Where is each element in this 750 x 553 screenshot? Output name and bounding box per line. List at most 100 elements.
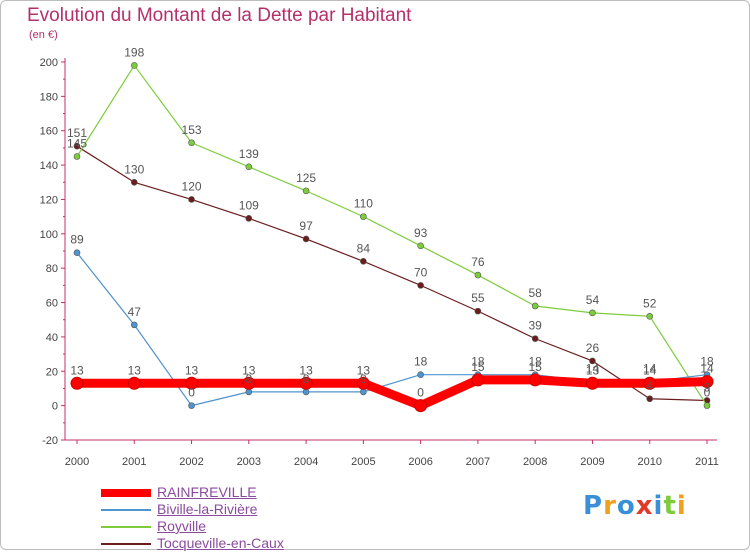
data-point [242,376,256,390]
x-tick-label: 2007 [466,456,490,468]
series-line [72,375,712,411]
logo-letter: P [583,491,604,521]
data-label: 8 [360,372,367,386]
data-point [188,139,195,147]
x-tick-label: 2011 [695,456,719,468]
data-label: 13 [185,363,199,377]
data-label: 52 [643,296,657,310]
data-point [589,357,596,365]
data-point [130,321,138,329]
series-line [76,64,708,407]
data-point [360,213,367,220]
data-label: 13 [128,363,142,377]
data-label: 54 [586,293,600,307]
data-point [245,163,253,171]
legend-label: Biville-la-Rivière [157,501,258,517]
data-point [417,242,424,250]
data-label: 13 [586,363,600,377]
data-point [643,376,657,390]
proxiti-logo: Proxiti [583,491,687,521]
x-tick-label: 2008 [523,456,547,468]
data-point [528,373,542,387]
legend-swatch [101,509,151,511]
data-label: 8 [245,372,252,386]
x-tick-label: 2002 [179,456,203,468]
data-label: 84 [357,241,371,255]
data-label: 139 [239,147,259,161]
data-label: 120 [182,179,202,193]
data-point [73,249,81,257]
y-tick-label: 60 [46,298,58,310]
data-label: 55 [471,291,485,305]
data-label: 4 [646,379,653,393]
data-label: 26 [586,341,600,355]
data-label: 110 [354,197,373,211]
data-point [299,376,313,390]
legend-swatch [101,526,151,528]
data-label: 14 [586,362,600,376]
y-tick-label: 20 [46,366,58,378]
data-point [130,62,138,69]
data-label: 14 [643,363,657,377]
y-tick-label: 200 [40,57,58,69]
data-label: 0 [188,386,195,400]
data-point [585,376,599,390]
data-label: 97 [299,219,313,233]
y-tick-label: -20 [42,435,58,447]
x-tick-label: 2000 [65,456,89,468]
data-point [646,395,654,403]
data-point [589,309,596,317]
data-point [302,235,310,243]
y-tick-label: 100 [40,229,58,241]
chart-unit-label: (en €) [29,29,58,41]
data-point [414,399,428,413]
x-tick-label: 2004 [294,456,318,468]
data-point [302,187,310,195]
data-point [127,376,141,390]
data-point [471,373,485,387]
x-tick-label: 2003 [237,456,261,468]
data-label: 109 [239,198,259,212]
data-point [73,142,81,150]
data-label: 3 [704,380,711,394]
data-label: 89 [70,233,84,247]
y-tick-label: 140 [40,160,58,172]
data-label: 14 [700,362,714,376]
legend-label: Tocqueville-en-Caux [157,535,284,551]
data-point [531,302,539,310]
legend-swatch [101,543,151,545]
logo-letter: x [635,491,654,521]
data-label: 153 [182,123,202,137]
data-point [360,258,367,265]
data-point [188,402,195,409]
x-tick-label: 2001 [122,456,146,468]
x-tick-label: 2010 [637,456,661,468]
data-label: 13 [70,363,84,377]
logo-letter: i [676,491,687,521]
data-label: 18 [414,355,428,369]
y-tick-label: 40 [46,332,58,344]
data-point [417,371,424,379]
data-point [70,376,84,390]
data-label: 18 [529,355,543,369]
data-point [531,335,539,342]
data-label: 13 [299,363,313,377]
data-point [474,271,482,279]
data-label: 151 [67,126,87,140]
data-point [474,307,482,315]
x-tick-label: 2006 [408,456,432,468]
data-point [245,215,253,222]
data-label: 198 [124,45,144,59]
data-label: 93 [414,226,428,240]
logo-letter: r [603,491,617,521]
logo-letter: o [616,491,636,521]
data-label: 8 [303,372,310,386]
data-label: 13 [242,363,256,377]
data-label: 70 [414,265,428,279]
y-tick-label: 80 [46,263,58,275]
legend-swatch [101,489,151,497]
data-label: 18 [471,355,485,369]
data-label: 13 [357,363,371,377]
legend-label: Royville [157,518,207,534]
